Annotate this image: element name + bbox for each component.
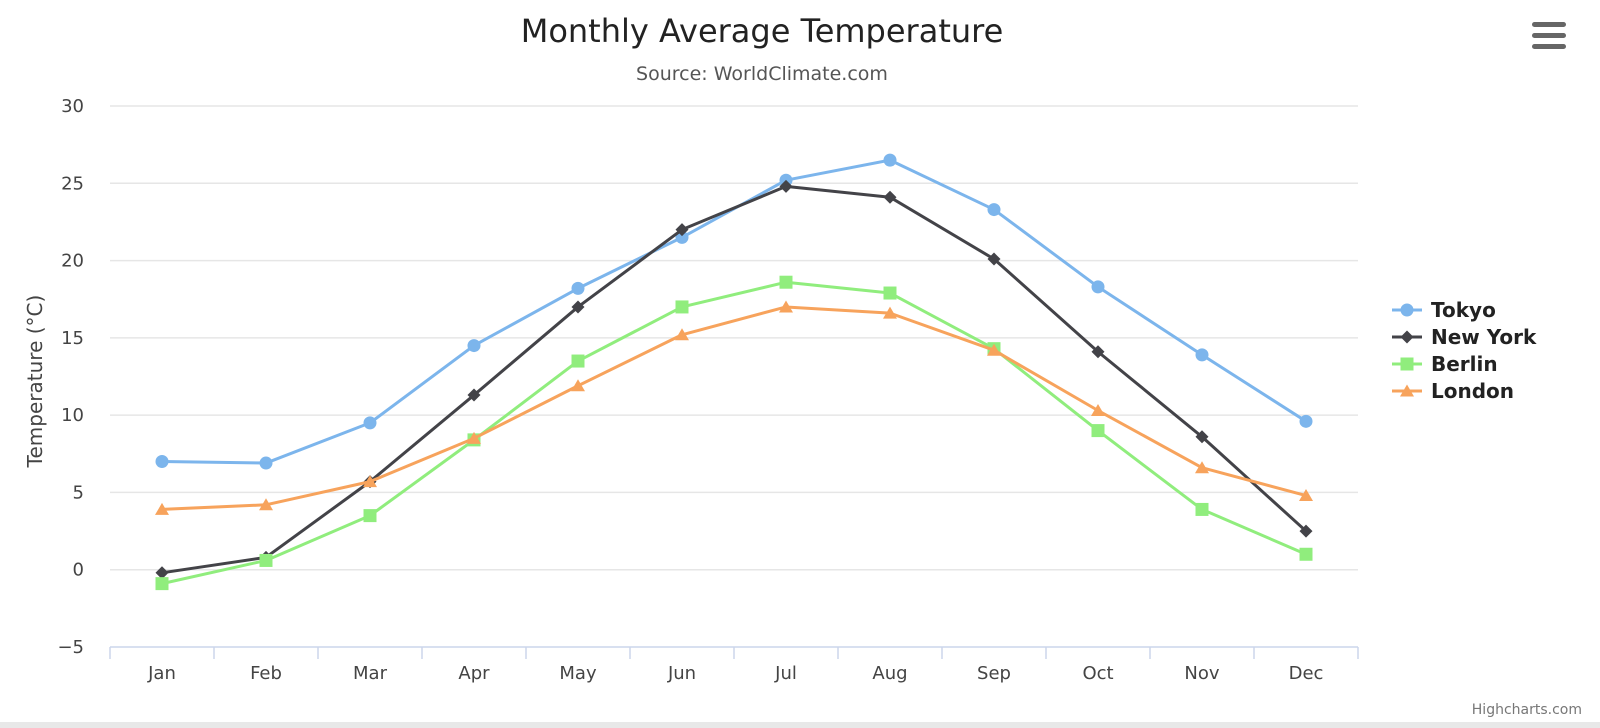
bottom-border [0,722,1600,728]
data-point-new-york[interactable] [1091,345,1105,359]
data-point-tokyo[interactable] [675,230,689,244]
y-axis-ticks: −5 0 5 10 15 20 25 30 [57,96,84,658]
data-point-london[interactable] [571,379,585,392]
data-point-tokyo[interactable] [883,153,897,167]
data-point-berlin[interactable] [675,300,689,314]
x-tick-label: Jan [147,663,176,684]
series-line-london [161,305,1307,511]
legend-item-tokyo[interactable]: Tokyo [1392,298,1496,322]
y-tick-label: 30 [61,96,84,117]
data-point-london[interactable] [155,502,169,515]
y-tick-label: 5 [73,482,84,503]
x-tick-label: May [559,663,597,684]
chart-title: Monthly Average Temperature [521,12,1004,50]
legend-label: Tokyo [1431,298,1496,322]
y-tick-label: 15 [61,328,84,349]
x-tick-label: Aug [872,663,907,684]
x-axis-ticks: Jan Feb Mar Apr May Jun Jul Aug Sep Oct Nov Dec [147,663,1323,684]
grid-lines [110,105,1358,571]
data-point-new-york[interactable] [779,179,793,193]
hamburger-menu-icon[interactable] [1532,22,1566,52]
menu-bar [1532,44,1566,49]
y-tick-label: 20 [61,251,84,272]
data-point-tokyo[interactable] [467,339,481,353]
data-point-berlin[interactable] [1299,547,1313,561]
data-point-new-york[interactable] [1299,524,1313,538]
legend-item-berlin[interactable]: Berlin [1392,352,1498,376]
x-tick-label: Mar [353,663,388,684]
x-tick-label: Sep [977,663,1011,684]
data-point-berlin[interactable] [1195,502,1209,516]
data-point-berlin[interactable] [779,275,793,289]
data-point-berlin[interactable] [571,354,585,368]
data-point-london[interactable] [1299,489,1313,502]
series-berlin [155,275,1313,591]
x-tick-label: Apr [458,663,490,684]
data-point-london[interactable] [883,306,897,319]
series-line-new-york [161,184,1308,575]
series-line-tokyo [161,158,1307,465]
chart-subtitle: Source: WorldClimate.com [636,63,888,85]
data-point-london[interactable] [987,343,1001,356]
legend-symbol-london[interactable] [1400,384,1414,397]
series-line-berlin [161,280,1307,586]
legend-label: New York [1431,325,1537,349]
legend-symbol-tokyo[interactable] [1400,303,1414,317]
x-tick-label: Feb [250,663,282,684]
y-tick-label: −5 [57,637,84,658]
legend-label: Berlin [1431,352,1498,376]
credits-link[interactable]: Highcharts.com [1472,702,1582,718]
x-tick-label: Jul [774,663,797,684]
legend-item-london[interactable]: London [1392,379,1514,403]
data-point-london[interactable] [1195,461,1209,474]
series-group [155,153,1313,591]
y-tick-label: 25 [61,173,84,194]
data-point-new-york[interactable] [467,388,481,402]
data-point-berlin[interactable] [259,553,273,567]
legend-symbol-new-york[interactable] [1400,330,1414,344]
data-point-berlin[interactable] [363,509,377,523]
data-point-tokyo[interactable] [1299,414,1313,428]
x-tick-label: Dec [1289,663,1324,684]
data-point-london[interactable] [363,475,377,488]
data-point-tokyo[interactable] [259,456,273,470]
data-point-new-york[interactable] [155,566,169,580]
data-point-new-york[interactable] [1195,430,1209,444]
y-tick-label: 0 [73,560,84,581]
menu-bar [1532,22,1566,27]
menu-bar [1532,33,1566,38]
data-point-london[interactable] [779,300,793,313]
series-new-york [155,179,1313,580]
data-point-london[interactable] [467,431,481,444]
series-tokyo [155,153,1313,470]
data-point-new-york[interactable] [675,223,689,237]
x-tick-label: Oct [1082,663,1113,684]
data-point-new-york[interactable] [987,252,1001,266]
data-point-london[interactable] [675,328,689,341]
data-point-berlin[interactable] [1091,424,1105,438]
x-tick-label: Jun [667,663,696,684]
legend-label: London [1431,379,1514,403]
legend-item-new-york[interactable]: New York [1392,325,1537,349]
data-point-berlin[interactable] [883,286,897,300]
data-point-london[interactable] [1091,404,1105,417]
data-point-tokyo[interactable] [571,281,585,295]
y-axis-label: Temperature (°C) [23,295,47,469]
x-tick-label: Nov [1184,663,1219,684]
data-point-tokyo[interactable] [155,455,169,469]
data-point-new-york[interactable] [571,300,585,314]
data-point-new-york[interactable] [883,190,897,204]
legend-symbol-berlin[interactable] [1400,357,1414,371]
series-london [155,300,1313,515]
data-point-tokyo[interactable] [363,416,377,430]
data-point-berlin[interactable] [155,577,169,591]
data-point-tokyo[interactable] [1091,280,1105,294]
legend: Tokyo New York Berlin London [1392,298,1537,403]
x-axis [109,646,1359,659]
data-point-tokyo[interactable] [987,203,1001,217]
data-point-tokyo[interactable] [1195,348,1209,362]
data-point-london[interactable] [259,498,273,511]
y-tick-label: 10 [61,405,84,426]
